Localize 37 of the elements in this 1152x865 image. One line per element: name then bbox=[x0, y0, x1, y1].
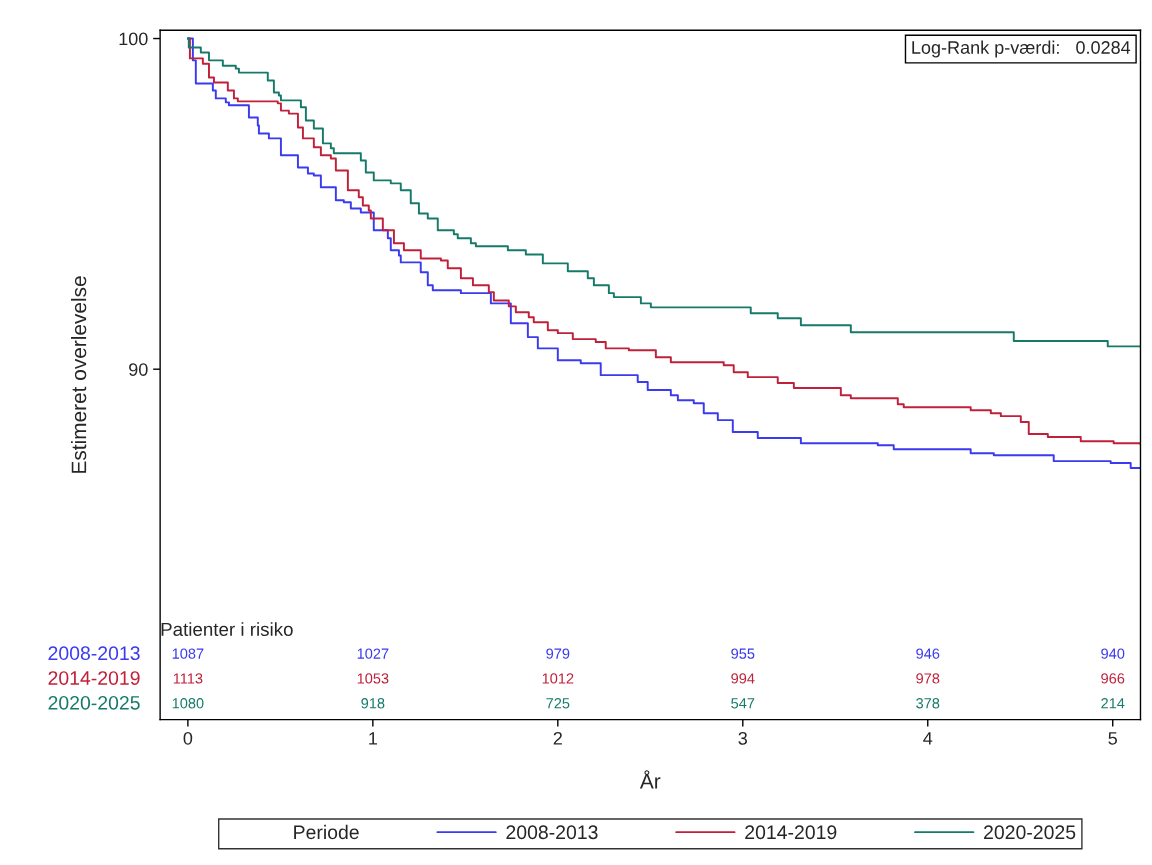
annotation: 955 bbox=[731, 648, 755, 659]
legend-title: Periode bbox=[294, 824, 359, 840]
y-tick-label: 90 bbox=[129, 363, 148, 376]
x-tick-label: 0 bbox=[183, 731, 193, 745]
x-tick-label: 5 bbox=[1108, 732, 1117, 745]
annotation: Log-Rank p-værdi: 0.0284 bbox=[912, 40, 1131, 58]
annotation: 378 bbox=[916, 698, 940, 709]
annotation: 1113 bbox=[173, 673, 203, 684]
annotation: 1080 bbox=[172, 698, 204, 709]
legend-label: 2020-2025 bbox=[984, 825, 1076, 840]
annotation: 1053 bbox=[357, 673, 389, 684]
y-tick-label: 100 bbox=[119, 32, 148, 46]
text: 2020-2025 bbox=[48, 695, 140, 710]
x-tick-label: 1 bbox=[369, 732, 377, 745]
annotation: Patienter i risiko bbox=[161, 622, 293, 636]
annotation: 214 bbox=[1101, 698, 1125, 709]
annotation: 966 bbox=[1101, 673, 1125, 684]
annotation: 979 bbox=[546, 648, 570, 659]
text: 2014-2019 bbox=[48, 671, 140, 685]
annotation: 725 bbox=[546, 698, 570, 709]
legend-label: 2014-2019 bbox=[745, 825, 837, 840]
annotation: 547 bbox=[731, 698, 755, 709]
annotation: 1027 bbox=[357, 648, 389, 659]
annotation: 946 bbox=[916, 648, 940, 659]
annotation: 918 bbox=[361, 698, 385, 709]
annotation: 1087 bbox=[172, 648, 204, 659]
annotation: 1012 bbox=[542, 673, 574, 684]
x-axis-title: År bbox=[639, 770, 661, 789]
y-axis-title: Estimeret overlevelse bbox=[71, 276, 87, 473]
annotation: 940 bbox=[1101, 648, 1125, 659]
x-tick-label: 4 bbox=[923, 732, 933, 745]
x-tick-label: 2 bbox=[553, 731, 562, 745]
x-tick-label: 3 bbox=[738, 731, 748, 745]
text: 2008-2013 bbox=[48, 646, 140, 661]
annotation: 994 bbox=[731, 673, 755, 684]
annotation: 978 bbox=[916, 673, 940, 684]
legend-label: 2008-2013 bbox=[506, 825, 598, 840]
